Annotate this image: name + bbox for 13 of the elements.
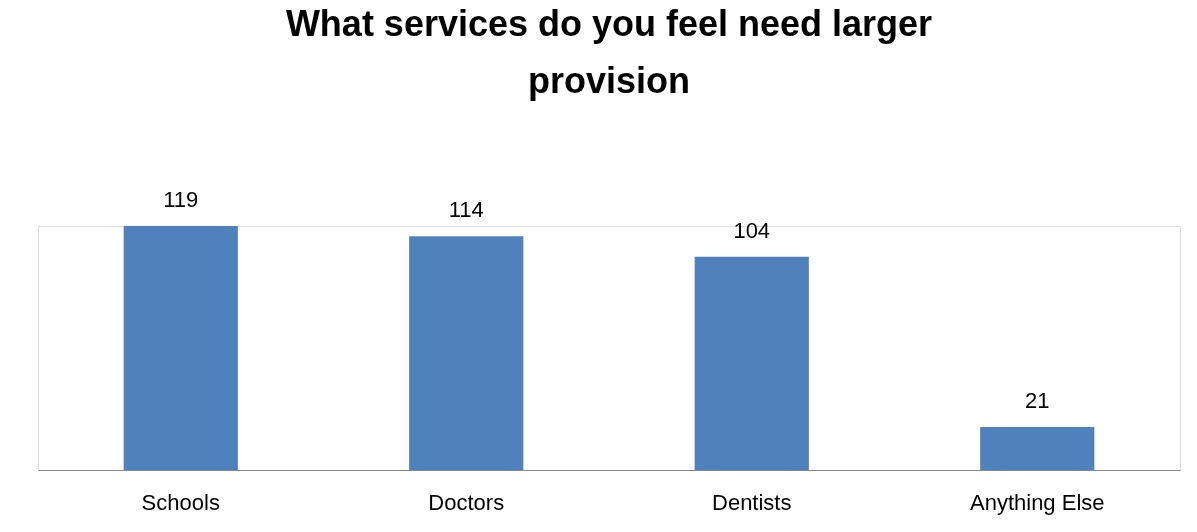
data-label: 21 [1025,387,1050,413]
data-label: 104 [733,217,771,243]
x-tick-label: Doctors [428,489,505,515]
bar [694,256,809,470]
bar [409,236,524,470]
x-tick-label: Schools [141,489,220,515]
chart-title: What services do you feel need larger provision [285,3,933,101]
x-tick-label: Anything Else [969,489,1105,515]
data-label: 114 [448,197,484,223]
bar [980,426,1095,470]
data-label: 119 [163,187,199,212]
bar [123,226,238,470]
x-tick-label: Dentists [712,489,792,515]
